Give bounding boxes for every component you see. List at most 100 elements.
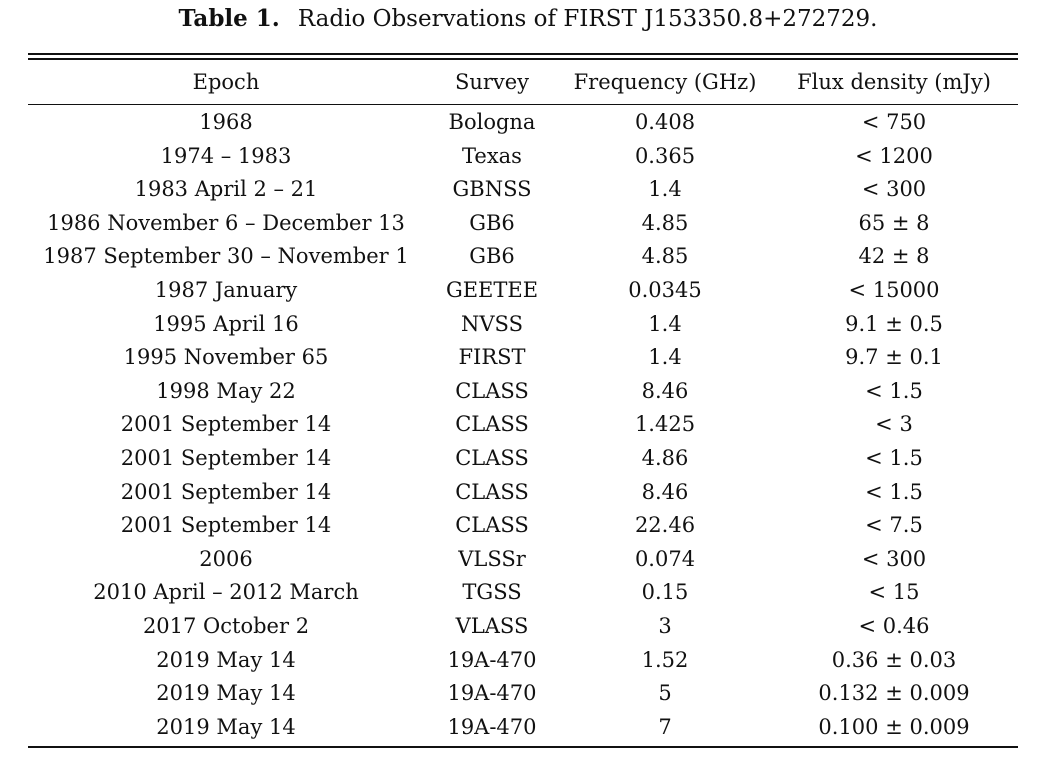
frequency-cell: 0.15 (641, 580, 689, 605)
epoch-cell: 1998 May 22 (156, 378, 296, 403)
table-row: 2001 September 14 CLASS 8.46 < 1.5 (28, 476, 1018, 510)
frequency-cell: 1.4 (648, 345, 682, 370)
table-row: 2010 April – 2012 March TGSS 0.15 < 15 (28, 576, 1018, 610)
epoch-cell: 2001 September 14 (120, 513, 332, 538)
frequency-cell: 0.0345 (628, 277, 702, 302)
top-rule-2 (28, 58, 1018, 60)
header-rule (28, 104, 1018, 105)
frequency-cell: 22.46 (634, 513, 696, 538)
header-row: Epoch Survey Frequency (GHz) Flux densit… (28, 64, 1018, 100)
survey-cell: GEETEE (445, 277, 539, 302)
survey-cell: CLASS (455, 412, 529, 437)
table-row: 1986 November 6 – December 13 GB6 4.85 65 ±… (28, 207, 1018, 241)
epoch-cell: 1995 November 65 (123, 345, 329, 370)
flux-density-cell: < 750 (861, 110, 927, 134)
top-rule-1 (28, 53, 1018, 55)
table-header: Epoch Survey Frequency (GHz) Flux densit… (28, 64, 1018, 106)
survey-cell: CLASS (455, 445, 529, 470)
survey-cell: NVSS (461, 311, 523, 336)
flux-density-cell: < 7.5 (865, 513, 923, 538)
flux-density-cell: < 300 (861, 546, 927, 571)
epoch-cell: 2001 September 14 (120, 479, 332, 504)
epoch-cell: 2001 September 14 (120, 445, 332, 470)
header-flux-density: Flux density (mJy) (797, 70, 991, 94)
frequency-cell: 4.85 (641, 244, 689, 269)
epoch-cell: 1995 April 16 (153, 311, 299, 336)
flux-density-cell: 42 ± 8 (858, 244, 930, 269)
table-row: 1974 – 1983 Texas 0.365 < 1200 (28, 140, 1018, 174)
table-row: 1968 Bologna 0.408 < 750 (28, 106, 1018, 140)
table-row: 1983 April 2 – 21 GBNSS 1.4 < 300 (28, 173, 1018, 207)
table-row: 2001 September 14 CLASS 4.86 < 1.5 (28, 442, 1018, 476)
epoch-cell: 2019 May 14 (156, 681, 296, 706)
table-row: 2001 September 14 CLASS 1.425 < 3 (28, 408, 1018, 442)
header-epoch: Epoch (192, 70, 260, 94)
header-survey: Survey (454, 70, 530, 94)
radio-observations-table: Epoch Survey Frequency (GHz) Flux densit… (28, 64, 1018, 744)
table-row: 2001 September 14 CLASS 22.46 < 7.5 (28, 509, 1018, 543)
frequency-cell: 4.86 (641, 445, 689, 470)
flux-density-cell: 65 ± 8 (858, 210, 930, 235)
survey-cell: GB6 (469, 210, 515, 235)
survey-cell: FIRST (458, 345, 526, 370)
survey-cell: Bologna (448, 110, 536, 134)
flux-density-cell: < 1.5 (865, 378, 923, 403)
frequency-cell: 1.425 (634, 412, 696, 437)
flux-density-cell: 9.7 ± 0.1 (845, 345, 943, 370)
survey-cell: TGSS (462, 580, 522, 605)
frequency-cell: 8.46 (641, 378, 689, 403)
epoch-cell: 1968 (199, 110, 253, 134)
caption-label: Table 1. (178, 5, 280, 32)
flux-density-cell: < 15000 (848, 277, 940, 302)
survey-cell: VLASS (455, 613, 529, 638)
flux-density-cell: 9.1 ± 0.5 (845, 311, 943, 336)
table-row: 1998 May 22 CLASS 8.46 < 1.5 (28, 375, 1018, 409)
survey-cell: 19A-470 (447, 714, 537, 739)
epoch-cell: 2010 April – 2012 March (93, 580, 359, 605)
survey-cell: GBNSS (452, 177, 532, 202)
table-row: 2006 VLSSr 0.074 < 300 (28, 543, 1018, 577)
frequency-cell: 1.4 (648, 311, 682, 336)
frequency-cell: 0.408 (634, 110, 696, 134)
frequency-cell: 0.365 (634, 143, 696, 168)
table-row: 1987 September 30 – November 1 GB6 4.85 42 … (28, 240, 1018, 274)
header-frequency: Frequency (GHz) (573, 70, 757, 94)
survey-cell: CLASS (455, 513, 529, 538)
survey-cell: VLSSr (458, 546, 526, 571)
flux-density-cell: 0.132 ± 0.009 (818, 681, 970, 706)
flux-density-cell: < 15 (868, 580, 920, 605)
survey-cell: CLASS (455, 378, 529, 403)
flux-density-cell: < 1.5 (865, 445, 923, 470)
table-row: 1995 November 65 FIRST 1.4 9.7 ± 0.1 (28, 341, 1018, 375)
frequency-cell: 1.52 (641, 647, 689, 672)
table-body: 1968 Bologna 0.408 < 750 1974 – 1983 Texas 0.3… (28, 106, 1018, 744)
survey-cell: CLASS (455, 479, 529, 504)
epoch-cell: 2006 (199, 546, 253, 571)
table-caption: Table 1. Radio Observations of FIRST J153… (0, 5, 1056, 33)
table-row: 2019 May 14 19A-470 1.52 0.36 ± 0.03 (28, 644, 1018, 678)
flux-density-cell: < 3 (875, 412, 913, 437)
epoch-cell: 2001 September 14 (120, 412, 332, 437)
survey-cell: 19A-470 (447, 681, 537, 706)
epoch-cell: 2017 October 2 (142, 613, 310, 638)
bottom-rule (28, 746, 1018, 748)
epoch-cell: 1974 – 1983 (160, 143, 292, 168)
table-row: 2019 May 14 19A-470 7 0.100 ± 0.009 (28, 711, 1018, 745)
frequency-cell: 5 (658, 681, 672, 706)
flux-density-cell: 0.100 ± 0.009 (818, 714, 970, 739)
flux-density-cell: 0.36 ± 0.03 (831, 647, 957, 672)
epoch-cell: 1986 November 6 – December 13 (47, 210, 405, 235)
frequency-cell: 7 (658, 714, 672, 739)
epoch-cell: 2019 May 14 (156, 647, 296, 672)
frequency-cell: 0.074 (634, 546, 696, 571)
epoch-cell: 2019 May 14 (156, 714, 296, 739)
epoch-cell: 1987 September 30 – November 1 (43, 244, 409, 269)
table-row: 1987 January GEETEE 0.0345 < 15000 (28, 274, 1018, 308)
epoch-cell: 1983 April 2 – 21 (134, 177, 318, 202)
epoch-cell: 1987 January (154, 277, 298, 302)
caption-text: Radio Observations of FIRST J153350.8+27… (297, 6, 878, 32)
table-row: 2017 October 2 VLASS 3 < 0.46 (28, 610, 1018, 644)
flux-density-cell: < 1.5 (865, 479, 923, 504)
frequency-cell: 3 (658, 613, 672, 638)
frequency-cell: 4.85 (641, 210, 689, 235)
